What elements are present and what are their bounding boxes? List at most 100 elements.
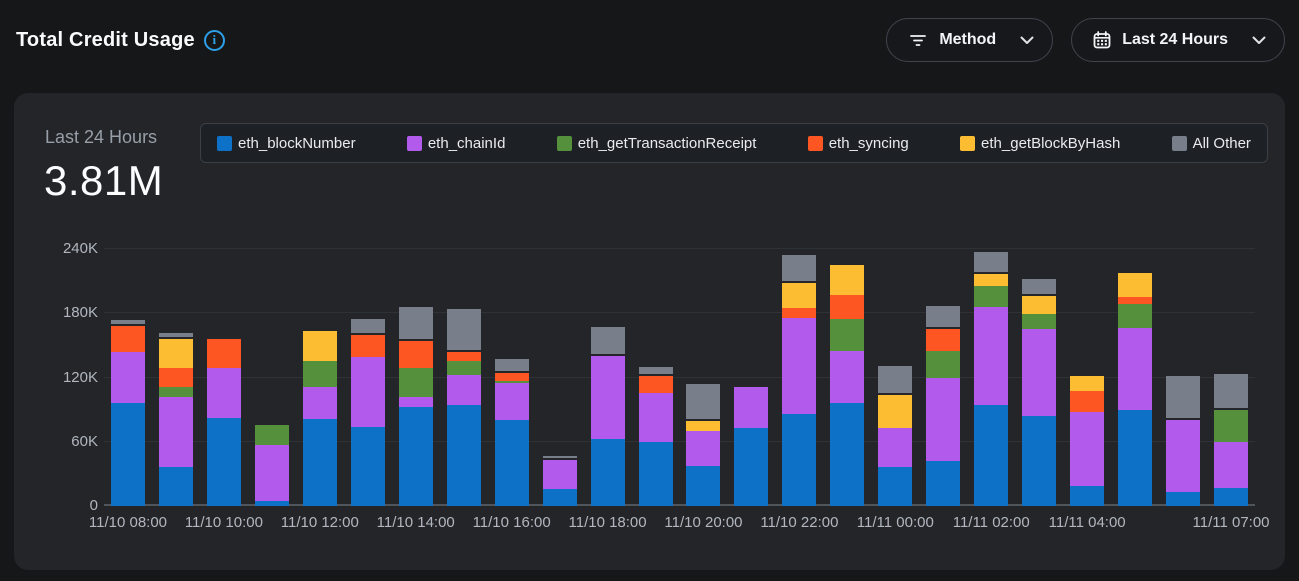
legend-swatch — [1171, 135, 1187, 151]
bar-segment — [686, 431, 721, 467]
bar-segment — [1070, 376, 1105, 392]
gridline — [104, 248, 1255, 249]
bar-segment — [782, 255, 817, 284]
x-axis-tick: 11/10 12:00 — [280, 514, 359, 531]
bar-segment — [110, 403, 145, 506]
bar-segment — [782, 283, 817, 308]
bar-segment — [974, 405, 1009, 506]
bar-segment — [638, 366, 673, 377]
bar-segment — [158, 467, 193, 506]
bar-segment — [1118, 303, 1153, 329]
bar[interactable] — [1022, 279, 1057, 506]
bar[interactable] — [974, 252, 1009, 506]
bar-segment — [974, 273, 1009, 287]
bar-segment — [542, 459, 577, 489]
legend-item[interactable]: All Other — [1171, 134, 1251, 152]
bar-segment — [734, 385, 769, 388]
bar[interactable] — [446, 309, 481, 506]
bar[interactable] — [830, 265, 865, 506]
legend-label: All Other — [1192, 134, 1251, 152]
y-axis-tick: 120K — [62, 368, 98, 386]
legend-item[interactable]: eth_getTransactionReceipt — [556, 135, 756, 152]
bar-segment — [158, 367, 193, 388]
bar[interactable] — [206, 336, 241, 506]
bar-segment — [1022, 329, 1057, 417]
method-filter-label: Method — [939, 31, 997, 48]
legend-item[interactable]: eth_blockNumber — [217, 135, 356, 152]
bar[interactable] — [158, 332, 193, 506]
bar[interactable] — [350, 318, 385, 506]
bar-segment — [926, 377, 961, 462]
bar-segment — [830, 350, 865, 404]
bar[interactable] — [1070, 376, 1105, 506]
bar-segment — [734, 387, 769, 428]
bar[interactable] — [398, 306, 433, 506]
bar-segment — [254, 424, 289, 445]
bar-segment — [446, 309, 481, 352]
bar-segment — [446, 351, 481, 362]
y-axis-tick: 60K — [71, 432, 98, 450]
info-icon[interactable]: i — [203, 29, 225, 51]
x-axis-tick: 11/11 07:00 — [1192, 514, 1270, 531]
legend-item[interactable]: eth_getBlockByHash — [960, 135, 1120, 152]
x-axis-tick: 11/10 18:00 — [568, 514, 647, 531]
bar[interactable] — [542, 455, 577, 506]
legend-swatch — [556, 135, 572, 151]
bar-segment — [926, 329, 961, 351]
bar-segment — [398, 396, 433, 408]
calendar-icon — [1092, 30, 1112, 50]
bar[interactable] — [686, 383, 721, 506]
bar[interactable] — [590, 327, 625, 506]
bar[interactable] — [734, 385, 769, 506]
legend-label: eth_syncing — [828, 134, 909, 152]
filter-lines-icon — [907, 29, 929, 51]
x-axis: 11/10 08:00 11/10 10:00 11/10 12:00 11/10 1… — [89, 514, 1270, 536]
bar-segment — [1118, 272, 1153, 298]
bar-segment — [542, 488, 577, 506]
x-axis-tick: 11/10 10:00 — [184, 514, 263, 531]
bar-segment — [830, 318, 865, 351]
bar-segment — [1118, 328, 1153, 410]
bar-segment — [302, 361, 337, 388]
x-axis-tick: 11/10 22:00 — [760, 514, 839, 531]
legend-item[interactable]: eth_chainId — [406, 134, 506, 152]
bar-segment — [350, 318, 385, 335]
bar[interactable] — [110, 319, 145, 506]
bar-segment — [686, 383, 721, 422]
bar[interactable] — [1214, 374, 1249, 506]
bar-segment — [686, 466, 721, 506]
bar-segment — [1166, 376, 1201, 421]
bar-segment — [206, 418, 241, 506]
gridline — [104, 440, 1255, 442]
gridline — [104, 504, 1255, 506]
bar-segment — [446, 361, 481, 376]
bar[interactable] — [494, 359, 529, 506]
bar[interactable] — [926, 305, 961, 506]
bar-segment — [302, 419, 337, 506]
bar[interactable] — [1166, 376, 1201, 506]
bar-segment — [446, 405, 481, 506]
legend-label: eth_chainId — [427, 134, 506, 152]
bar[interactable] — [254, 424, 289, 506]
stacked-bar-chart: 0 60K 120K 180K 240K — [14, 240, 1285, 514]
bar[interactable] — [782, 255, 817, 506]
time-range-dropdown[interactable]: Last 24 Hours — [1071, 18, 1285, 62]
bar[interactable] — [1118, 272, 1153, 506]
gridline — [104, 376, 1255, 378]
bar-segment — [302, 331, 337, 362]
bar[interactable] — [878, 365, 913, 506]
legend-item[interactable]: eth_syncing — [807, 134, 909, 152]
method-filter-dropdown[interactable]: Method — [886, 18, 1054, 62]
chevron-down-icon — [1020, 36, 1034, 45]
x-axis-tick: 11/11 04:00 — [1048, 514, 1126, 531]
bar-segment — [254, 500, 289, 506]
bar[interactable] — [638, 366, 673, 506]
bar-segment — [1166, 420, 1201, 493]
kpi-value: 3.81M — [44, 157, 164, 204]
bar-segment — [1022, 314, 1057, 330]
x-axis-tick: 11/10 08:00 — [88, 514, 168, 531]
bar[interactable] — [302, 331, 337, 506]
bar-segment — [974, 306, 1009, 406]
bar-segment — [1022, 296, 1057, 315]
bar-segment — [110, 351, 145, 404]
